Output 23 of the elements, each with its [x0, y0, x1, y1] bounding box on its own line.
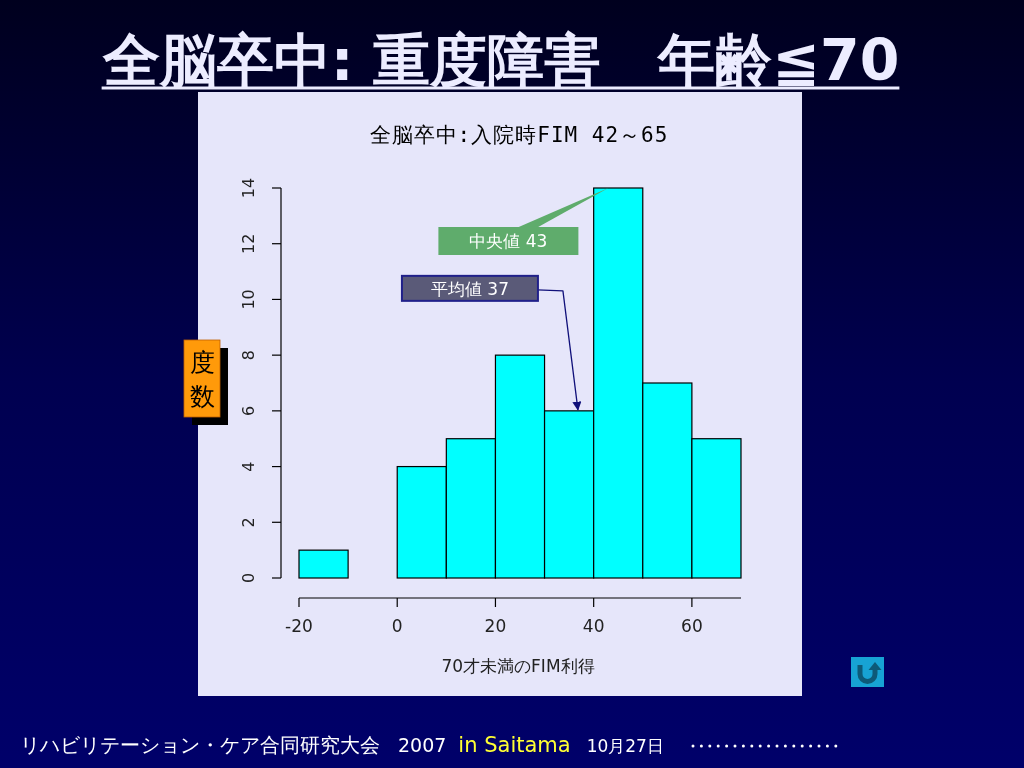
y-tick-label: 10: [239, 289, 258, 310]
text: 10月27日: [586, 736, 664, 756]
text: in Saitama: [458, 733, 571, 757]
x-tick-label: -20: [285, 616, 313, 636]
annotation: 中央値 43: [469, 231, 548, 251]
x-axis-title: 70才未満のFIM利得: [441, 656, 595, 676]
y-tick-label: 0: [239, 572, 258, 584]
chart-subtitle: 全脳卒中:入院時FIM 42～65: [369, 123, 669, 147]
y-tick-label: 4: [239, 461, 258, 472]
x-tick-label: 60: [681, 616, 703, 636]
x-tick-label: 20: [484, 616, 507, 636]
annotation: 平均値 37: [430, 278, 509, 299]
chart-title: 全脳卒中: 重度障害 年齢≦70: [101, 27, 900, 93]
x-tick-label: 40: [582, 616, 605, 636]
x-tick-label: 0: [391, 616, 403, 636]
y-tick-label: 8: [239, 350, 258, 361]
y-tick-label: 2: [239, 517, 258, 528]
y-tick-label: 6: [239, 405, 258, 416]
text: リハビリテーション・ケア合同研究大会: [20, 733, 380, 757]
text: 2007: [398, 734, 447, 756]
y-axis-title: 度数: [189, 348, 215, 411]
y-tick-label: 14: [239, 177, 258, 199]
y-tick-label: 12: [239, 233, 258, 254]
